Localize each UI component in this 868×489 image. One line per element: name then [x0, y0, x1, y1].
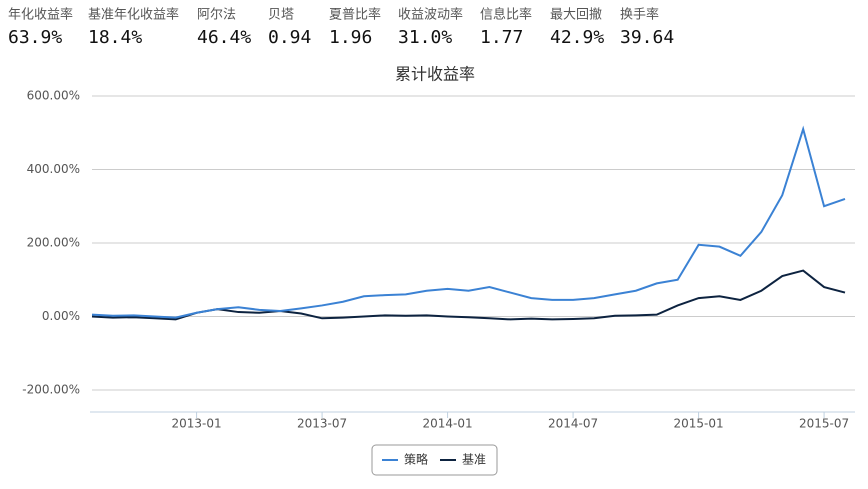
metric-label: 年化收益率 — [8, 7, 73, 23]
metric-label: 换手率 — [620, 7, 659, 23]
metric-label: 阿尔法 — [197, 8, 236, 23]
chart-title: 累计收益率 — [395, 65, 475, 84]
metric-value: 63.9% — [8, 27, 62, 48]
metric-value: 0.94 — [268, 27, 311, 48]
y-tick-label: 600.00% — [27, 89, 80, 103]
legend-label[interactable]: 策略 — [404, 452, 428, 467]
legend-box — [371, 444, 498, 476]
x-tick-label: 2014-07 — [548, 417, 598, 431]
x-tick-label: 2014-01 — [423, 417, 473, 431]
x-tick-label: 2015-01 — [674, 417, 724, 431]
series-line — [91, 125, 846, 319]
metric-label: 贝塔 — [268, 8, 294, 23]
metric-value: 39.64 — [620, 27, 674, 48]
metric-value: 18.4% — [88, 27, 142, 48]
metric-value: 1.77 — [480, 27, 523, 48]
metric-label: 收益波动率 — [398, 7, 463, 23]
metric-label: 基准年化收益率 — [88, 7, 179, 23]
metric-label: 最大回撤 — [550, 7, 602, 23]
legend-label[interactable]: 基准 — [462, 453, 486, 467]
metric-value: 1.96 — [329, 27, 372, 48]
metric-value: 31.0% — [398, 27, 452, 48]
metric-value: 42.9% — [550, 27, 604, 48]
y-tick-label: 200.00% — [27, 235, 80, 249]
metric-value: 46.4% — [197, 27, 251, 48]
metric-label: 夏普比率 — [329, 7, 381, 23]
metric-label: 信息比率 — [480, 7, 532, 23]
y-tick-label: 400.00% — [27, 162, 80, 176]
x-tick-label: 2015-07 — [799, 417, 849, 431]
y-tick-label: -200.00% — [22, 382, 80, 396]
x-tick-label: 2013-01 — [172, 417, 222, 431]
y-tick-label: 0.00% — [42, 309, 80, 323]
x-tick-label: 2013-07 — [297, 417, 347, 431]
